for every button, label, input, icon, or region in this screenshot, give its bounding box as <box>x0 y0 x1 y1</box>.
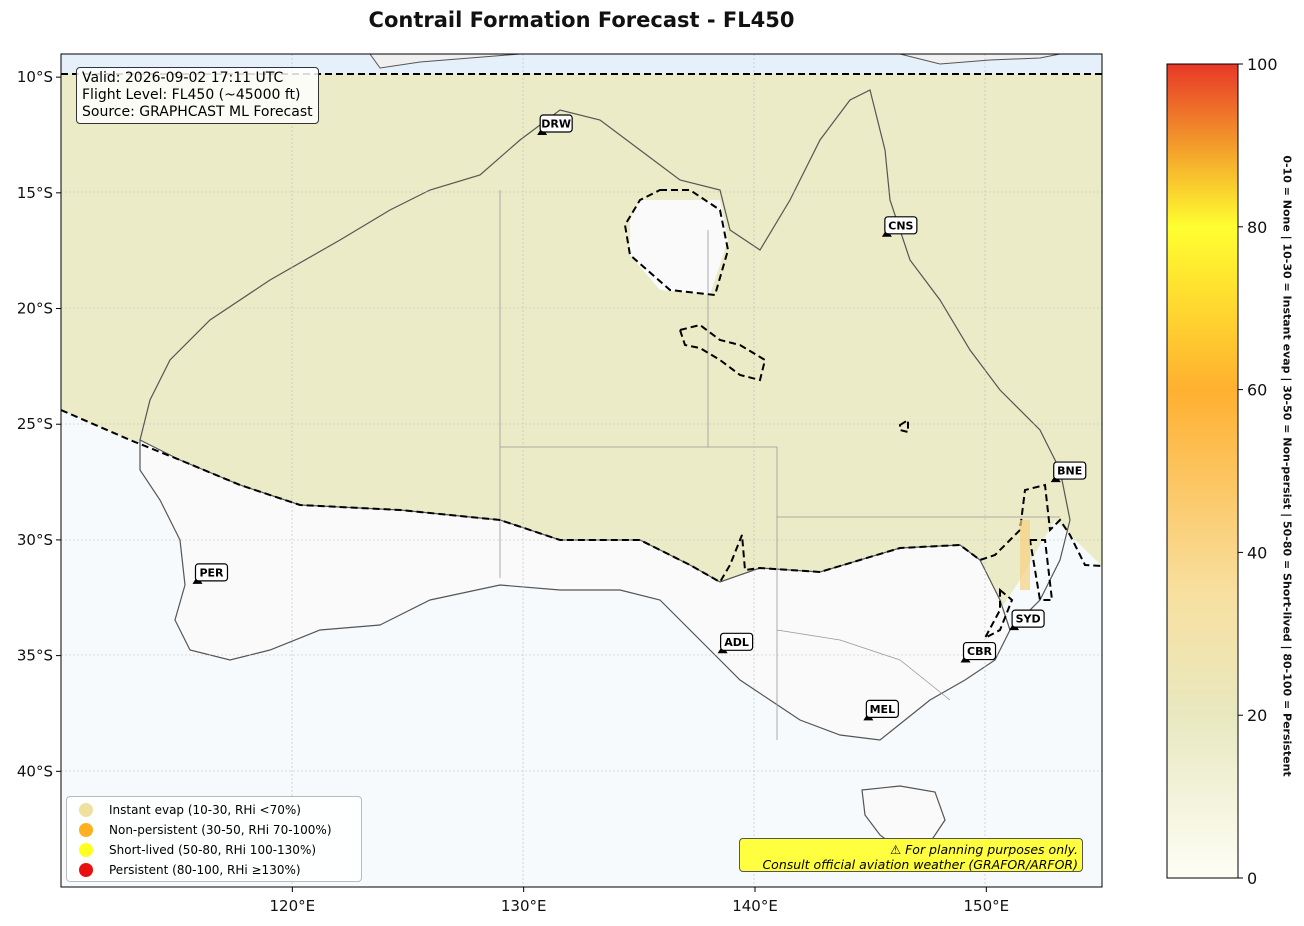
city-label-box <box>962 641 997 661</box>
city-syd[interactable]: SYD <box>1009 609 1045 631</box>
lat-tick-label: 25°S <box>17 415 53 433</box>
lon-tick-label: 140°E <box>732 897 778 915</box>
city-label-box <box>1011 609 1045 628</box>
legend-item: Non-persistent (30-50, RHi 70-100%) <box>79 820 332 840</box>
northern-sea <box>61 54 1102 74</box>
colorbar-tick-label: 0 <box>1247 869 1257 888</box>
chart-title: Contrail Formation Forecast - FL450 <box>368 8 795 32</box>
city-label-box <box>884 216 918 235</box>
legend-dot <box>79 823 93 837</box>
colorbar-tick-label: 100 <box>1247 55 1278 74</box>
colorbar-ticks: 0 20 40 60 80 100 <box>1238 55 1278 888</box>
city-bne[interactable]: BNE <box>1050 461 1087 483</box>
colorbar-tick-label: 80 <box>1247 218 1267 237</box>
lat-tick-label: 20°S <box>17 300 53 318</box>
legend-item: Persistent (80-100, RHi ≥130%) <box>79 860 301 880</box>
map-frame <box>60 53 1103 888</box>
new-guinea-edge <box>369 54 521 69</box>
city-drw[interactable]: DRW <box>537 114 573 135</box>
colorbar-tick-label: 40 <box>1247 543 1267 562</box>
city-mel[interactable]: MEL <box>863 699 899 721</box>
lat-tick-label: 10°S <box>17 68 53 86</box>
city-label: PER <box>199 566 224 579</box>
colorbar-title: 0-10 = None | 10-30 = Instant evap | 30-… <box>1280 155 1294 777</box>
legend-dot <box>79 863 93 877</box>
city-label: SYD <box>1016 613 1041 626</box>
lat-tick-label: 35°S <box>17 647 53 665</box>
gridlines <box>61 54 1102 887</box>
city-label: MEL <box>870 703 895 716</box>
city-label: ADL <box>724 636 749 649</box>
city-label: BNE <box>1057 465 1082 478</box>
lon-tick-label: 150°E <box>964 897 1010 915</box>
latitude-ticks: 10°S 15°S 20°S 25°S 30°S 35°S 40°S <box>17 68 61 780</box>
state-borders <box>499 190 1060 740</box>
colorbar-tick-label: 20 <box>1247 706 1267 725</box>
lat-tick-label: 40°S <box>17 762 53 780</box>
legend-item: Short-lived (50-80, RHi 100-130%) <box>79 840 316 860</box>
island-edge <box>899 54 1061 65</box>
colorbar-tick-label: 60 <box>1247 381 1267 400</box>
city-label: CNS <box>888 219 913 232</box>
legend-item: Instant evap (10-30, RHi <70%) <box>79 800 301 820</box>
city-per[interactable]: PER <box>192 563 229 584</box>
legend-dot <box>79 843 93 857</box>
city-label-box <box>865 699 899 719</box>
forecast-source: Source: GRAPHCAST ML Forecast <box>82 104 313 120</box>
city-label: CBR <box>967 645 992 658</box>
city-label-box <box>194 563 229 582</box>
planning-warning: ⚠ For planning purposes only. Consult of… <box>739 838 1083 872</box>
gulf-of-carpentaria <box>630 200 728 295</box>
map-area <box>61 54 1102 887</box>
lat-tick-label: 30°S <box>17 531 53 549</box>
warning-line-1: ⚠ For planning purposes only. <box>890 842 1078 857</box>
lat-tick-label: 15°S <box>17 184 53 202</box>
contrail-risk-field <box>61 74 1102 610</box>
valid-time: Valid: 2026-09-02 17:11 UTC <box>82 70 284 86</box>
city-adl[interactable]: ADL <box>717 632 754 654</box>
longitude-ticks: 120°E 130°E 140°E 150°E <box>270 887 1010 915</box>
legend-label: Short-lived (50-80, RHi 100-130%) <box>109 843 317 857</box>
risk-streak <box>1020 520 1030 590</box>
coastline <box>139 89 1071 631</box>
legend-dot <box>79 803 93 817</box>
lon-tick-label: 120°E <box>270 897 316 915</box>
legend-label: Instant evap (10-30, RHi <70%) <box>109 803 301 817</box>
city-cns[interactable]: CNS <box>881 216 918 237</box>
city-label-box <box>720 632 754 651</box>
warning-line-2: Consult official aviation weather (GRAFO… <box>762 857 1078 872</box>
flight-level: Flight Level: FL450 (~45000 ft) <box>82 87 301 103</box>
colorbar <box>1166 63 1239 879</box>
legend-label: Non-persistent (30-50, RHi 70-100%) <box>109 823 332 837</box>
contour-boundaries <box>61 73 1102 641</box>
forecast-info-box: Valid: 2026-09-02 17:11 UTC Flight Level… <box>76 67 319 124</box>
legend-label: Persistent (80-100, RHi ≥130%) <box>109 863 301 877</box>
legend: Instant evap (10-30, RHi <70%) Non-persi… <box>66 796 362 882</box>
city-markers: DRW CNS BNE PER ADL SYD CBR MEL <box>192 114 1087 721</box>
city-label-box <box>539 114 573 133</box>
city-label-box <box>1053 461 1087 480</box>
city-label: DRW <box>541 117 571 130</box>
lon-tick-label: 130°E <box>501 897 547 915</box>
city-cbr[interactable]: CBR <box>960 641 997 663</box>
